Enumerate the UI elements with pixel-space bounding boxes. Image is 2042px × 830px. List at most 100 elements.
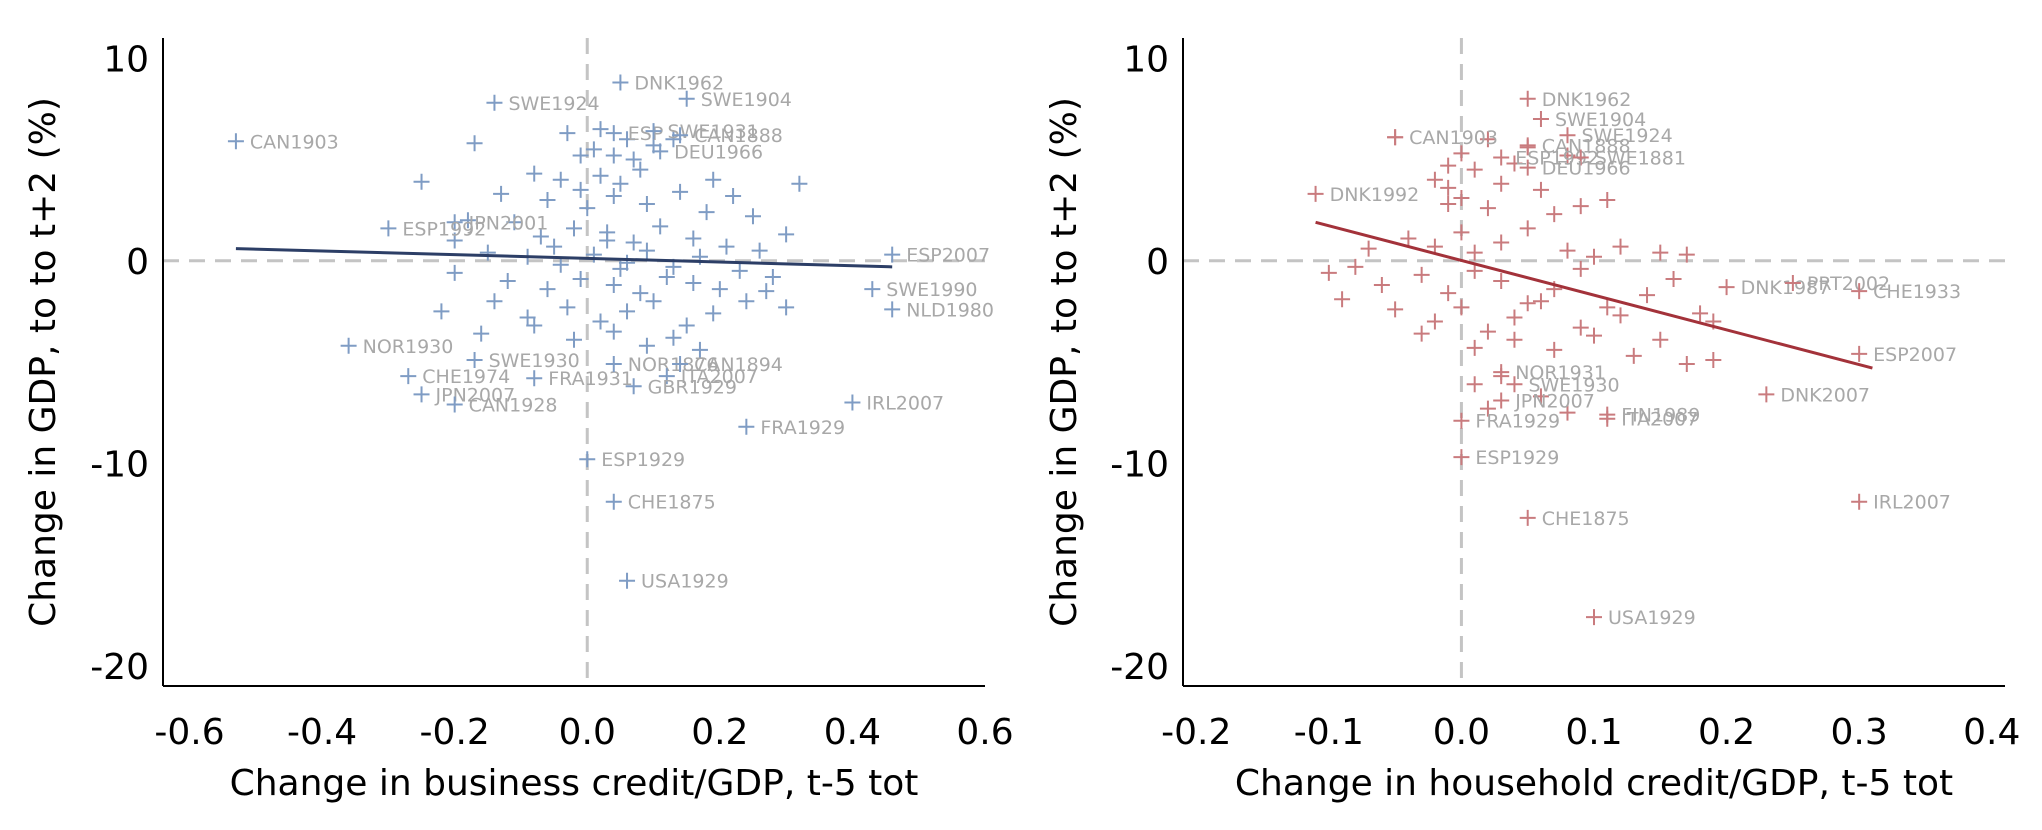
data-point bbox=[572, 181, 589, 198]
fit-line bbox=[1315, 220, 1873, 370]
data-point bbox=[1334, 291, 1351, 308]
data-point bbox=[572, 147, 589, 164]
data-point bbox=[1440, 179, 1457, 196]
data-point-label: SWE1904 bbox=[701, 89, 792, 111]
data-point bbox=[1493, 175, 1510, 192]
data-point bbox=[592, 167, 609, 184]
data-point bbox=[1678, 246, 1695, 263]
labeled-data-point bbox=[413, 386, 430, 403]
labeled-data-point bbox=[1784, 275, 1801, 292]
data-point-label: ESP1929 bbox=[601, 449, 685, 471]
labeled-data-point bbox=[1453, 449, 1470, 466]
labeled-data-point bbox=[645, 123, 662, 140]
data-point bbox=[1612, 307, 1629, 324]
labeled-data-point bbox=[380, 220, 397, 237]
data-point bbox=[1665, 270, 1682, 287]
labeled-data-point bbox=[1599, 410, 1616, 427]
labeled-data-point bbox=[1572, 149, 1589, 166]
data-point bbox=[645, 293, 662, 310]
y-axis-title: Change in GDP, to to t+2 (%) bbox=[1044, 97, 1085, 627]
data-point-label: SWE1924 bbox=[508, 93, 599, 115]
data-point-label: FRA1929 bbox=[760, 417, 845, 439]
data-point-label: DNK1987 bbox=[1741, 277, 1831, 299]
data-point bbox=[791, 175, 808, 192]
data-point-label: ESP1929 bbox=[1475, 447, 1559, 469]
data-point-label: ITA2007 bbox=[1621, 409, 1698, 431]
data-point bbox=[546, 238, 563, 255]
data-point bbox=[725, 187, 742, 204]
labeled-data-point bbox=[446, 214, 463, 231]
data-point bbox=[1440, 285, 1457, 302]
data-point-label: DNK2007 bbox=[1780, 384, 1870, 406]
x-axis-title: Change in business credit/GDP, t-5 tot bbox=[230, 763, 919, 804]
data-point bbox=[612, 175, 629, 192]
labeled-data-point bbox=[1307, 185, 1324, 202]
data-point bbox=[526, 317, 543, 334]
x-tick-label: -0.2 bbox=[420, 712, 490, 753]
data-point bbox=[1426, 313, 1443, 330]
data-point bbox=[552, 256, 569, 273]
data-point-label: CAN1903 bbox=[1409, 127, 1498, 149]
x-axis-title: Change in household credit/GDP, t-5 tot bbox=[1235, 763, 1953, 804]
data-point bbox=[1493, 234, 1510, 251]
data-point bbox=[1705, 351, 1722, 368]
data-point bbox=[638, 196, 655, 213]
data-point bbox=[539, 192, 556, 208]
labeled-data-point bbox=[678, 90, 695, 107]
data-point bbox=[1586, 327, 1602, 344]
data-point-label: CAN1894 bbox=[694, 354, 783, 376]
labeled-data-point bbox=[605, 356, 622, 373]
labeled-data-point bbox=[1532, 111, 1549, 127]
data-point bbox=[1599, 192, 1616, 208]
y-tick-label: -20 bbox=[90, 647, 149, 688]
data-point bbox=[1373, 277, 1390, 294]
data-point bbox=[678, 317, 695, 334]
data-point-label: DEU1966 bbox=[1542, 158, 1631, 180]
data-point bbox=[413, 173, 430, 190]
data-point bbox=[566, 331, 582, 348]
data-point bbox=[1320, 264, 1337, 281]
labeled-data-point bbox=[844, 394, 861, 411]
data-point-label: CHE1974 bbox=[422, 366, 510, 388]
data-point bbox=[1519, 220, 1536, 237]
data-point bbox=[1426, 238, 1443, 255]
data-point bbox=[691, 341, 708, 358]
labeled-data-point bbox=[884, 246, 901, 263]
data-point bbox=[585, 141, 602, 158]
data-point-label: CAN1928 bbox=[469, 395, 558, 417]
labeled-data-point bbox=[1851, 283, 1868, 300]
data-point bbox=[1625, 347, 1642, 364]
labeled-data-point bbox=[1519, 90, 1536, 107]
data-point bbox=[566, 220, 582, 237]
data-point bbox=[1532, 388, 1549, 405]
data-point bbox=[605, 277, 622, 294]
labeled-data-point bbox=[612, 74, 629, 91]
x-tick-label: -0.6 bbox=[154, 712, 224, 753]
labeled-data-point bbox=[672, 356, 689, 373]
labeled-data-point bbox=[884, 301, 901, 318]
labeled-data-point bbox=[1851, 345, 1868, 362]
data-point bbox=[473, 325, 490, 342]
data-point bbox=[1692, 305, 1709, 322]
data-point-label: SWE1924 bbox=[1581, 125, 1672, 147]
labeled-data-point bbox=[1718, 279, 1735, 296]
data-point bbox=[605, 187, 622, 204]
data-point bbox=[1532, 181, 1549, 198]
data-point bbox=[1559, 242, 1576, 259]
data-point bbox=[1440, 196, 1457, 213]
data-point bbox=[1400, 230, 1417, 247]
data-point-label: USA1929 bbox=[1608, 607, 1696, 629]
data-point bbox=[744, 208, 761, 225]
data-point bbox=[1559, 404, 1576, 421]
data-point bbox=[711, 281, 728, 298]
x-tick-label: 0.1 bbox=[1565, 712, 1622, 753]
data-point-label: SWE1881 bbox=[1595, 147, 1686, 169]
x-tick-label: 0.0 bbox=[559, 712, 616, 753]
labeled-data-point bbox=[605, 125, 622, 142]
data-point bbox=[1639, 287, 1656, 304]
data-point-label: CAN1903 bbox=[250, 131, 339, 153]
data-point-label: CHE1875 bbox=[1542, 508, 1630, 530]
labeled-data-point bbox=[1519, 509, 1536, 526]
data-point-label: DEU1966 bbox=[674, 141, 763, 163]
data-point bbox=[1572, 319, 1589, 336]
